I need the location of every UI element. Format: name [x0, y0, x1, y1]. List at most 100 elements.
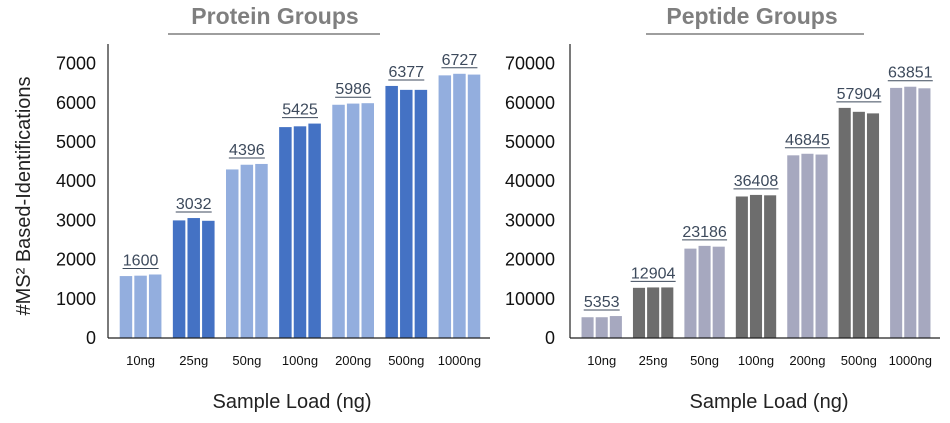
- bar-series: [581, 86, 931, 339]
- x-tick-label: 500ng: [388, 353, 424, 368]
- x-tick-label: 10ng: [126, 353, 155, 368]
- protein-groups-panel: Protein Groups #MS² Based-Identification…: [13, 3, 490, 413]
- bar-10ng-rep1: [119, 276, 133, 338]
- data-label-50ng: 23186: [682, 224, 727, 241]
- bar-10ng-rep2: [595, 317, 608, 338]
- x-tick-label: 200ng: [789, 353, 825, 368]
- bar-1000ng-rep3: [467, 74, 481, 339]
- chart-title: Protein Groups: [191, 3, 358, 29]
- bar-1000ng-rep2: [453, 73, 466, 339]
- data-label-50ng: 4396: [229, 142, 265, 159]
- bar-200ng-rep2: [346, 103, 360, 338]
- y-tick-label: 60000: [505, 93, 555, 113]
- y-tick-label: 4000: [56, 171, 96, 191]
- x-tick-label: 25ng: [639, 353, 668, 368]
- bar-500ng-rep2: [400, 89, 413, 338]
- y-tick-label: 7000: [56, 54, 96, 74]
- bar-100ng-rep2: [749, 194, 763, 338]
- bar-series: [119, 73, 481, 339]
- bar-25ng-rep2: [647, 287, 660, 338]
- x-tick-label: 200ng: [335, 353, 371, 368]
- data-label-500ng: 57904: [837, 86, 882, 103]
- bar-50ng-rep3: [712, 246, 725, 338]
- bar-25ng-rep1: [632, 287, 646, 338]
- bar-500ng-rep1: [385, 85, 398, 338]
- bar-500ng-rep3: [866, 113, 880, 338]
- bar-200ng-rep3: [361, 103, 375, 338]
- data-label-1000ng: 6727: [442, 52, 478, 69]
- data-label-10ng: 5353: [584, 294, 620, 311]
- data-label-100ng: 5425: [282, 102, 318, 119]
- bar-25ng-rep1: [172, 220, 186, 338]
- x-tick-label: 1000ng: [889, 353, 932, 368]
- bar-10ng-rep2: [134, 275, 147, 338]
- y-axis-ticks: 0 10000 20000 30000 40000 50000 60000 70000: [505, 54, 555, 348]
- y-tick-label: 50000: [505, 132, 555, 152]
- bar-50ng-rep3: [255, 163, 268, 338]
- x-tick-label: 50ng: [690, 353, 719, 368]
- x-axis-label: Sample Load (ng): [213, 391, 372, 413]
- bar-100ng-rep1: [279, 127, 292, 338]
- data-label-200ng: 46845: [785, 132, 830, 149]
- x-tick-label: 1000ng: [438, 353, 481, 368]
- y-axis-label: #MS² Based-Identifications: [13, 76, 35, 315]
- bar-25ng-rep3: [661, 287, 674, 338]
- x-tick-label: 10ng: [587, 353, 616, 368]
- x-axis-ticks: 10ng 25ng 50ng 100ng 200ng 500ng 1000ng: [126, 353, 481, 368]
- y-tick-label: 0: [86, 328, 96, 348]
- bar-50ng-rep2: [240, 164, 254, 338]
- y-tick-label: 20000: [505, 250, 555, 270]
- data-label-25ng: 3032: [176, 196, 212, 213]
- y-tick-label: 30000: [505, 210, 555, 230]
- bar-1000ng-rep2: [904, 86, 917, 338]
- y-tick-label: 10000: [505, 289, 555, 309]
- bar-50ng-rep2: [698, 245, 711, 338]
- y-tick-label: 40000: [505, 171, 555, 191]
- bar-10ng-rep1: [581, 317, 594, 338]
- bar-50ng-rep1: [225, 169, 239, 338]
- data-label-500ng: 6377: [388, 64, 424, 81]
- x-tick-label: 100ng: [282, 353, 318, 368]
- bar-25ng-rep3: [202, 220, 215, 338]
- x-tick-label: 100ng: [738, 353, 774, 368]
- bar-50ng-rep1: [684, 248, 697, 338]
- x-tick-label: 500ng: [841, 353, 877, 368]
- bar-10ng-rep3: [609, 316, 622, 338]
- bar-1000ng-rep3: [918, 88, 931, 339]
- data-labels: 5353 12904 23186 36408 46845 57904 63851: [583, 65, 933, 311]
- bar-200ng-rep3: [815, 154, 828, 338]
- bar-25ng-rep2: [187, 218, 200, 338]
- y-tick-label: 70000: [505, 54, 555, 74]
- data-label-25ng: 12904: [631, 265, 676, 282]
- x-tick-label: 50ng: [232, 353, 261, 368]
- bar-100ng-rep3: [764, 195, 777, 338]
- data-label-10ng: 1600: [123, 252, 159, 269]
- x-axis-label: Sample Load (ng): [690, 391, 849, 413]
- bar-100ng-rep3: [308, 123, 321, 339]
- y-tick-label: 1000: [56, 289, 96, 309]
- y-tick-label: 3000: [56, 210, 96, 230]
- bar-200ng-rep2: [801, 153, 814, 338]
- bar-500ng-rep2: [852, 111, 865, 338]
- data-label-1000ng: 63851: [888, 65, 933, 82]
- peptide-groups-panel: Peptide Groups Sample Load (ng) 0 10000 20…: [505, 3, 940, 413]
- x-axis-ticks: 10ng 25ng 50ng 100ng 200ng 500ng 1000ng: [587, 353, 932, 368]
- data-label-100ng: 36408: [734, 173, 779, 190]
- bar-100ng-rep2: [293, 126, 307, 338]
- y-tick-label: 2000: [56, 250, 96, 270]
- bar-10ng-rep3: [148, 274, 162, 338]
- data-labels: 1600 3032 4396 5425 5986 6377 6727: [122, 52, 478, 269]
- bar-1000ng-rep1: [438, 75, 452, 339]
- bar-1000ng-rep1: [890, 87, 903, 339]
- y-tick-label: 5000: [56, 132, 96, 152]
- chart-title: Peptide Groups: [666, 3, 837, 29]
- y-tick-label: 6000: [56, 93, 96, 113]
- bar-100ng-rep1: [735, 196, 748, 338]
- bar-200ng-rep1: [332, 104, 345, 338]
- y-tick-label: 0: [545, 328, 555, 348]
- x-tick-label: 25ng: [179, 353, 208, 368]
- bar-200ng-rep1: [787, 155, 800, 338]
- bar-500ng-rep3: [414, 89, 428, 338]
